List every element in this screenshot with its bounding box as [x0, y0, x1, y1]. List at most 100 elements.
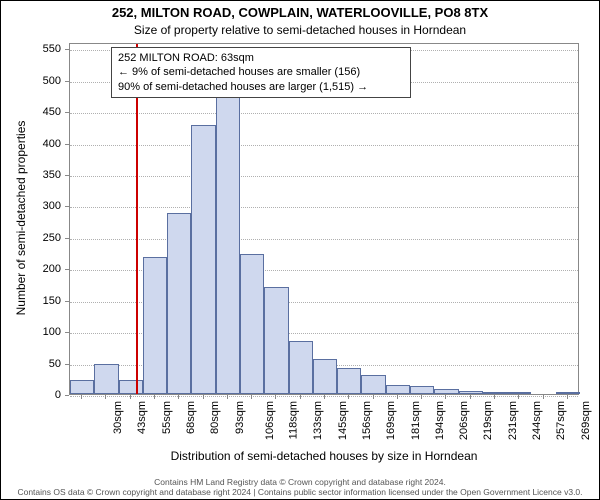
ytick-mark [65, 269, 69, 270]
xtick-mark [275, 395, 276, 399]
ytick-label: 500 [1, 75, 61, 87]
ytick-label: 200 [1, 263, 61, 275]
annotation-line-1: 252 MILTON ROAD: 63sqm [118, 51, 404, 65]
xtick-mark [421, 395, 422, 399]
xtick-label: 43sqm [136, 401, 148, 434]
footer-attribution: Contains HM Land Registry data © Crown c… [1, 477, 599, 497]
gridline [70, 176, 578, 177]
annotation-box: 252 MILTON ROAD: 63sqm ← 9% of semi-deta… [111, 47, 411, 98]
ytick-mark [65, 49, 69, 50]
xtick-label: 244sqm [531, 401, 543, 440]
xtick-label: 133sqm [313, 401, 325, 440]
histogram-bar [70, 380, 94, 394]
ytick-mark [65, 144, 69, 145]
xtick-mark [251, 395, 252, 399]
xtick-label: 194sqm [434, 401, 446, 440]
ytick-label: 250 [1, 232, 61, 244]
footer-line-1: Contains HM Land Registry data © Crown c… [1, 477, 599, 487]
ytick-mark [65, 206, 69, 207]
xtick-mark [300, 395, 301, 399]
annotation-line-2: ← 9% of semi-detached houses are smaller… [118, 65, 404, 79]
ytick-mark [65, 238, 69, 239]
chart-container: 252, MILTON ROAD, COWPLAIN, WATERLOOVILL… [0, 0, 600, 500]
histogram-bar [119, 380, 143, 394]
xtick-label: 106sqm [264, 401, 276, 440]
chart-title-sub: Size of property relative to semi-detach… [1, 23, 599, 37]
histogram-bar [459, 391, 483, 394]
histogram-bar [410, 386, 434, 394]
ytick-label: 450 [1, 106, 61, 118]
histogram-bar [167, 213, 191, 394]
xtick-mark [105, 395, 106, 399]
ytick-mark [65, 364, 69, 365]
xtick-label: 68sqm [185, 401, 197, 434]
histogram-bar [434, 389, 458, 394]
gridline [70, 239, 578, 240]
x-axis-title: Distribution of semi-detached houses by … [69, 449, 579, 463]
xtick-label: 118sqm [287, 401, 299, 439]
xtick-label: 55sqm [161, 401, 173, 434]
xtick-mark [397, 395, 398, 399]
xtick-mark [130, 395, 131, 399]
xtick-label: 145sqm [337, 401, 349, 440]
xtick-mark [518, 395, 519, 399]
ytick-label: 400 [1, 138, 61, 150]
ytick-label: 550 [1, 43, 61, 55]
ytick-mark [65, 112, 69, 113]
ytick-label: 350 [1, 169, 61, 181]
histogram-bar [386, 385, 410, 394]
histogram-bar [264, 287, 288, 394]
xtick-label: 231sqm [507, 401, 519, 440]
xtick-mark [324, 395, 325, 399]
xtick-label: 156sqm [361, 401, 373, 440]
xtick-label: 80sqm [209, 401, 221, 434]
xtick-mark [81, 395, 82, 399]
xtick-label: 219sqm [483, 401, 495, 440]
ytick-label: 0 [1, 389, 61, 401]
histogram-bar [483, 392, 507, 395]
ytick-mark [65, 175, 69, 176]
ytick-mark [65, 301, 69, 302]
histogram-bar [94, 364, 118, 394]
ytick-mark [65, 395, 69, 396]
xtick-mark [373, 395, 374, 399]
histogram-bar [143, 257, 167, 394]
xtick-label: 257sqm [555, 401, 567, 440]
xtick-label: 181sqm [410, 401, 422, 440]
xtick-label: 93sqm [234, 401, 246, 434]
xtick-mark [445, 395, 446, 399]
annotation-line-3: 90% of semi-detached houses are larger (… [118, 80, 404, 94]
xtick-mark [203, 395, 204, 399]
xtick-mark [178, 395, 179, 399]
histogram-bar [240, 254, 264, 394]
histogram-bar [556, 392, 580, 394]
xtick-label: 30sqm [112, 401, 124, 434]
histogram-bar [289, 341, 313, 394]
histogram-bar [337, 368, 361, 394]
xtick-mark [470, 395, 471, 399]
histogram-bar [507, 392, 531, 394]
xtick-mark [567, 395, 568, 399]
ytick-mark [65, 332, 69, 333]
xtick-label: 169sqm [385, 401, 397, 440]
histogram-bar [313, 359, 337, 394]
footer-line-2: Contains OS data © Crown copyright and d… [1, 487, 599, 497]
ytick-mark [65, 81, 69, 82]
ytick-label: 300 [1, 200, 61, 212]
ytick-label: 50 [1, 358, 61, 370]
histogram-bar [191, 125, 215, 394]
gridline [70, 145, 578, 146]
xtick-mark [494, 395, 495, 399]
xtick-label: 269sqm [580, 401, 592, 440]
xtick-label: 206sqm [458, 401, 470, 440]
xtick-mark [154, 395, 155, 399]
xtick-mark [227, 395, 228, 399]
gridline [70, 113, 578, 114]
histogram-bar [216, 73, 240, 394]
ytick-label: 100 [1, 326, 61, 338]
chart-title-main: 252, MILTON ROAD, COWPLAIN, WATERLOOVILL… [1, 5, 599, 20]
gridline [70, 207, 578, 208]
xtick-mark [348, 395, 349, 399]
histogram-bar [361, 375, 385, 394]
ytick-label: 150 [1, 295, 61, 307]
